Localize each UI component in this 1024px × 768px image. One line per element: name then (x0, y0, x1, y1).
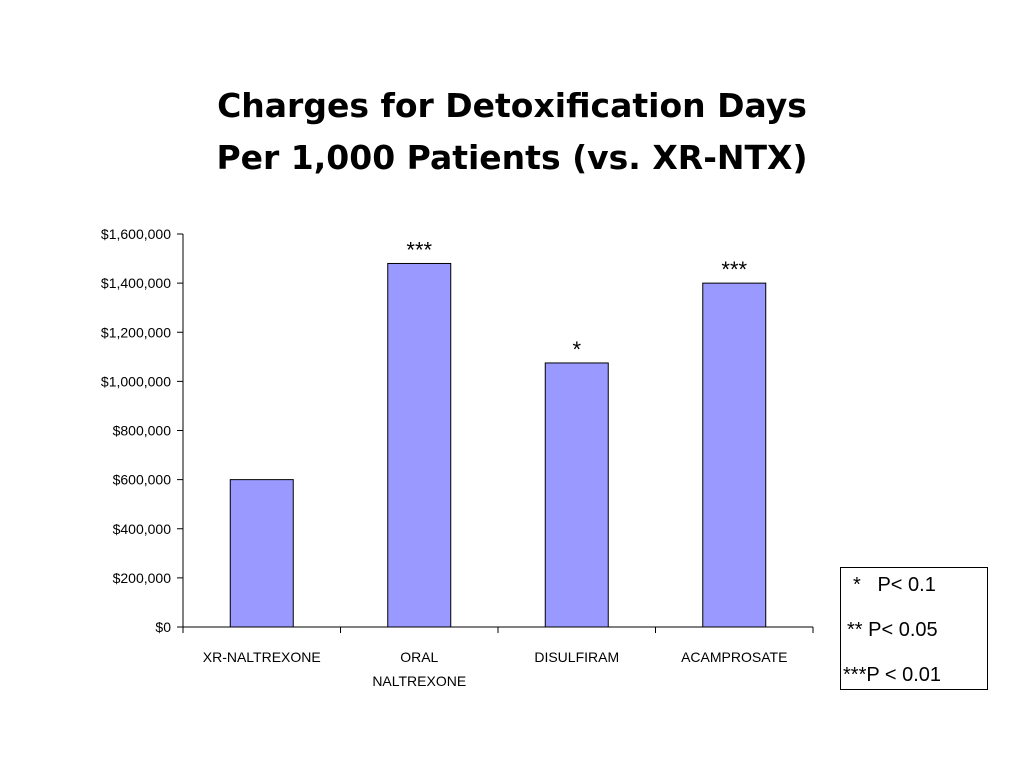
chart-title: Charges for Detoxification Days Per 1,00… (0, 80, 1024, 184)
legend-entry-p001: ***P < 0.01 (843, 664, 942, 686)
legend-entry-p01: * P< 0.1 (853, 574, 936, 596)
x-tick-label: XR-NALTREXONE (203, 649, 321, 665)
y-tick-label: $400,000 (113, 521, 172, 537)
significance-annotation: * (572, 337, 581, 362)
bar (387, 262, 452, 628)
bar (544, 362, 609, 628)
y-tick-label: $800,000 (113, 423, 172, 439)
chart-title-line-1: Charges for Detoxification Days (217, 86, 807, 125)
y-tick-label: $200,000 (113, 570, 172, 586)
significance-annotations: ******* (406, 237, 747, 361)
x-tick-label: ACAMPROSATE (681, 649, 787, 665)
y-axis: $0 $200,000 $400,000 $600,000 $800,000 $1,000… (101, 226, 184, 635)
bar (229, 479, 294, 628)
y-tick-label: $1,400,000 (101, 275, 171, 291)
y-tick-label: $1,200,000 (101, 324, 171, 340)
x-tick-label: ORAL (400, 649, 438, 665)
x-tick-label: NALTREXONE (372, 673, 466, 689)
y-tick-label: $600,000 (113, 472, 172, 488)
significance-annotation: *** (721, 257, 747, 282)
x-tick-label: DISULFIRAM (534, 649, 619, 665)
y-tick-label: $1,600,000 (101, 226, 171, 242)
significance-annotation: *** (406, 237, 432, 262)
legend-entry-p005: ** P< 0.05 (847, 619, 938, 641)
y-tick-label: $0 (155, 619, 171, 635)
significance-legend: * P< 0.1 ** P< 0.05 ***P < 0.01 (840, 567, 988, 690)
bars (229, 262, 767, 628)
x-axis: XR-NALTREXONE ORAL NALTREXONE DISULFIRAM ACA… (182, 626, 814, 689)
bar (702, 282, 767, 628)
y-tick-label: $1,000,000 (101, 373, 171, 389)
chart-title-line-2: Per 1,000 Patients (vs. XR-NTX) (216, 138, 808, 177)
